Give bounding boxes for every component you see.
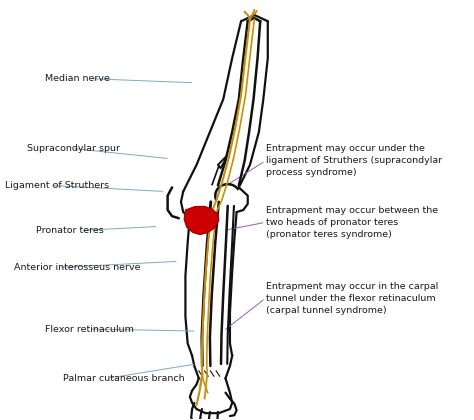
Text: Entrapment may occur under the
ligament of Struthers (supracondylar
process synd: Entrapment may occur under the ligament … [265,144,442,177]
Text: Palmar cutaneous branch: Palmar cutaneous branch [63,374,185,383]
Text: Anterior interosseus nerve: Anterior interosseus nerve [14,263,141,272]
Text: Entrapment may occur in the carpal
tunnel under the flexor retinaculum
(carpal t: Entrapment may occur in the carpal tunne… [265,282,438,315]
Polygon shape [184,206,219,235]
Text: Ligament of Struthers: Ligament of Struthers [5,181,109,190]
Text: Flexor retinaculum: Flexor retinaculum [45,325,134,333]
Text: Entrapment may occur between the
two heads of pronator teres
(pronator teres syn: Entrapment may occur between the two hea… [265,206,438,239]
Text: Supracondylar spur: Supracondylar spur [27,144,120,153]
Text: Median nerve: Median nerve [45,74,110,83]
Text: Pronator teres: Pronator teres [36,226,104,235]
